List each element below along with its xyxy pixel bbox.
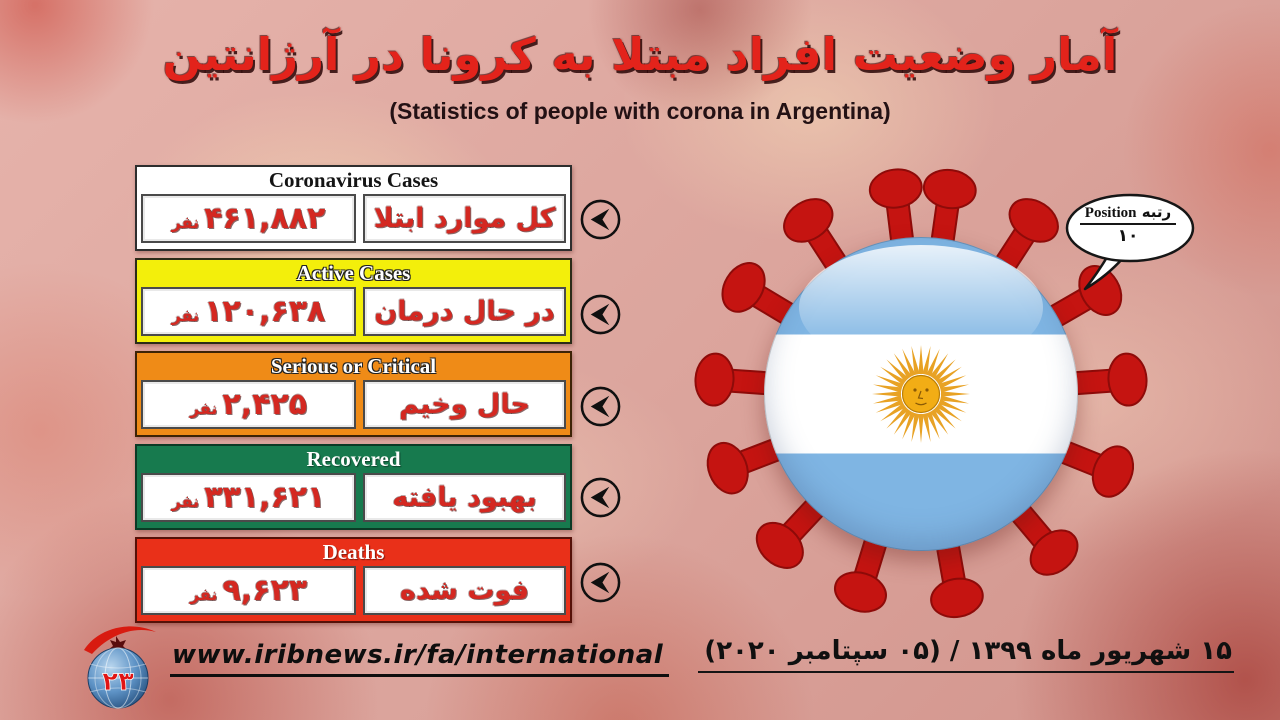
website-url-link[interactable]: www.iribnews.ir/fa/international [170, 640, 670, 677]
rank-speech-bubble: رتبه Position ۱۰ [1061, 192, 1199, 300]
argentina-flag-badge [764, 237, 1078, 551]
stat-header: Active Cases [296, 261, 411, 285]
stat-box-total-cases: Coronavirus Cases کل موارد ابتلا ۴۶۱,۸۸۲… [135, 165, 572, 251]
stat-label-cell: در حال درمان [363, 287, 566, 336]
logo-flag-swoosh [84, 626, 156, 654]
stat-label-cell: بهبود یافته [363, 473, 566, 522]
stat-box-deaths: Deaths فوت شده ۹,۶۲۳نفر [135, 537, 572, 623]
left-arrow-icon [580, 199, 621, 240]
stat-box-active-cases: Active Cases در حال درمان ۱۲۰,۶۳۸نفر [135, 258, 572, 344]
page-title: آمار وضعیت افراد مبتلا به کرونا در آرژان… [162, 28, 1118, 81]
logo-emblem [108, 636, 127, 657]
stat-value-cell: ۳۳۱,۶۲۱نفر [141, 473, 356, 522]
left-arrow-icon [580, 477, 621, 518]
stat-value-cell: ۹,۶۲۳نفر [141, 566, 356, 615]
left-arrow-icon [580, 562, 621, 603]
left-arrow-icon [580, 294, 621, 335]
date-text: ۱۵ شهریور ماه ۱۳۹۹ / (۰۵ سپتامبر ۲۰۲۰) [698, 636, 1234, 673]
stat-header: Coronavirus Cases [268, 168, 439, 192]
stat-header: Serious or Critical [270, 354, 437, 378]
iribnews-logo: ۲۳ [84, 626, 156, 709]
stat-label-cell: فوت شده [363, 566, 566, 615]
rank-value: ۱۰ [1117, 226, 1139, 246]
stat-header: Deaths [322, 540, 385, 564]
page-subtitle: (Statistics of people with corona in Arg… [389, 98, 891, 124]
logo-number: ۲۳ [102, 667, 134, 697]
stat-value-cell: ۴۶۱,۸۸۲نفر [141, 194, 356, 243]
stat-label-cell: کل موارد ابتلا [363, 194, 566, 243]
flag-gloss-highlight [798, 244, 1044, 371]
stat-header: Recovered [306, 447, 401, 471]
rank-label: رتبه Position [1079, 203, 1177, 225]
stat-value-cell: ۲,۴۲۵نفر [141, 380, 356, 429]
stat-box-serious-critical: Serious or Critical حال وخیم ۲,۴۲۵نفر [135, 351, 572, 437]
stat-label-cell: حال وخیم [363, 380, 566, 429]
stat-box-recovered: Recovered بهبود یافته ۳۳۱,۶۲۱نفر [135, 444, 572, 530]
stat-value-cell: ۱۲۰,۶۳۸نفر [141, 287, 356, 336]
speech-bubble-shape [1065, 193, 1195, 291]
rank-text: رتبه Position ۱۰ [1061, 202, 1195, 246]
left-arrow-icon [580, 386, 621, 427]
